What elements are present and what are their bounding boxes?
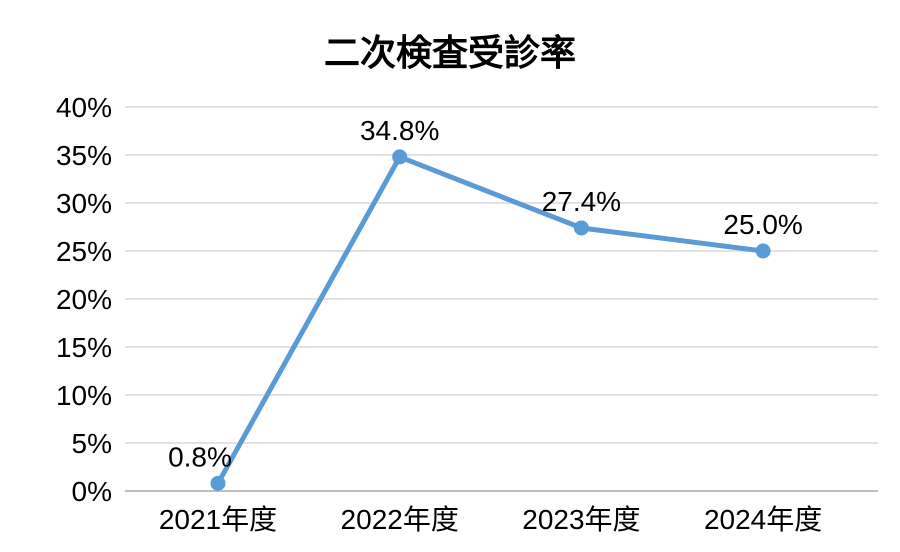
x-axis-tick-label: 2023年度 bbox=[522, 504, 640, 535]
y-axis-tick-label: 40% bbox=[56, 92, 112, 123]
y-axis-tick-label: 5% bbox=[72, 428, 112, 459]
chart-title: 二次検査受診率 bbox=[323, 32, 576, 73]
series-line bbox=[215, 154, 766, 486]
data-label: 27.4% bbox=[542, 186, 621, 217]
y-axis-tick-label: 0% bbox=[72, 476, 112, 507]
x-axis-tick-label: 2021年度 bbox=[159, 504, 277, 535]
data-point-marker bbox=[210, 475, 226, 491]
data-point-marker bbox=[573, 220, 589, 236]
data-label: 0.8% bbox=[168, 441, 232, 472]
x-axis-tick-label: 2024年度 bbox=[704, 504, 822, 535]
data-point-marker bbox=[755, 243, 771, 259]
x-axis-tick-label: 2022年度 bbox=[341, 504, 459, 535]
data-point-marker bbox=[392, 149, 408, 165]
y-axis-tick-label: 35% bbox=[56, 140, 112, 171]
y-axis-tick-label: 15% bbox=[56, 332, 112, 363]
y-axis-tick-label: 30% bbox=[56, 188, 112, 219]
y-axis-tick-label: 25% bbox=[56, 236, 112, 267]
data-label: 34.8% bbox=[360, 115, 439, 146]
y-axis-tick-label: 10% bbox=[56, 380, 112, 411]
y-axis-tick-label: 20% bbox=[56, 284, 112, 315]
data-label: 25.0% bbox=[723, 209, 802, 240]
